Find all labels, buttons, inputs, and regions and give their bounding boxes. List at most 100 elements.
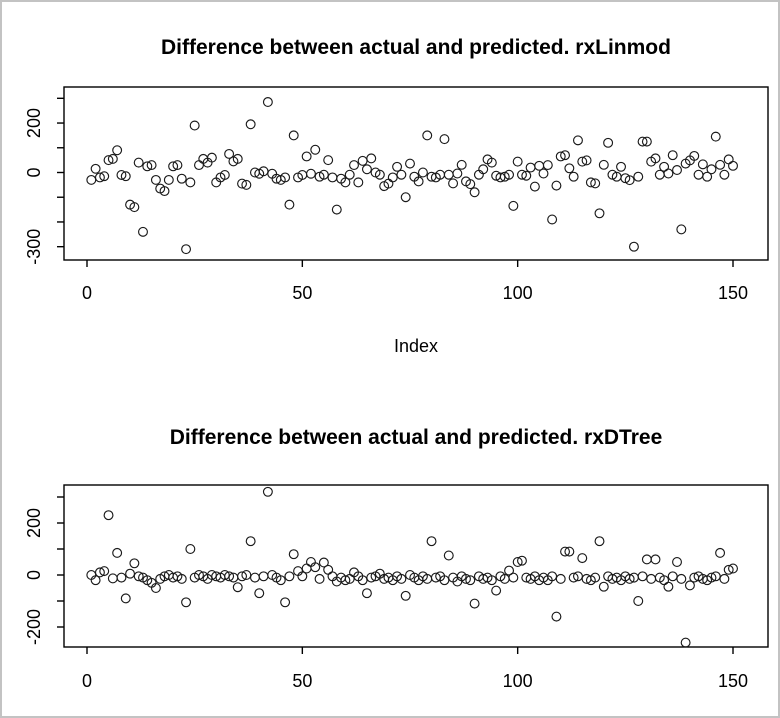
data-point xyxy=(232,153,243,164)
data-point xyxy=(456,159,467,170)
data-point xyxy=(637,571,648,582)
data-point xyxy=(305,168,316,179)
data-point xyxy=(697,159,708,170)
data-point xyxy=(297,571,308,582)
data-point xyxy=(99,171,110,182)
y-tick-label: 0 xyxy=(24,167,44,177)
data-point xyxy=(560,150,571,161)
data-point xyxy=(86,174,97,185)
data-point xyxy=(344,169,355,180)
data-point xyxy=(650,554,661,565)
data-point xyxy=(125,568,136,579)
data-point xyxy=(142,161,153,172)
data-point xyxy=(159,186,170,197)
data-point xyxy=(94,567,105,578)
data-point xyxy=(284,571,295,582)
data-point xyxy=(448,178,459,189)
data-point xyxy=(547,214,558,225)
data-point xyxy=(508,200,519,211)
data-point xyxy=(193,570,204,580)
data-point xyxy=(508,572,519,583)
data-point xyxy=(189,120,200,131)
plot-box xyxy=(63,484,769,648)
data-point xyxy=(469,598,480,609)
data-point xyxy=(405,158,415,169)
y-tick-label: 0 xyxy=(24,570,44,580)
data-point xyxy=(719,169,730,180)
y-tick-label: 200 xyxy=(24,508,44,538)
data-point xyxy=(710,131,721,142)
x-tick-label: 50 xyxy=(292,671,312,691)
x-tick-label: 0 xyxy=(82,671,92,691)
data-point xyxy=(150,583,161,593)
data-point xyxy=(568,171,579,182)
data-point xyxy=(443,169,454,180)
data-point xyxy=(112,145,123,156)
data-point xyxy=(663,581,674,592)
data-point xyxy=(728,160,738,171)
data-point xyxy=(120,171,131,182)
data-point xyxy=(262,486,273,497)
data-point xyxy=(133,571,144,582)
y-tick-label: -200 xyxy=(24,609,44,645)
data-point xyxy=(672,165,682,176)
data-point xyxy=(176,573,187,584)
data-point xyxy=(667,150,678,161)
data-point xyxy=(224,571,235,582)
data-point xyxy=(163,174,174,185)
data-point xyxy=(280,172,291,183)
data-point xyxy=(461,573,471,584)
data-point xyxy=(706,572,717,583)
data-point xyxy=(146,160,157,171)
data-point xyxy=(237,571,248,582)
data-point xyxy=(116,572,127,583)
data-point xyxy=(572,135,583,146)
data-point xyxy=(590,178,601,189)
data-point xyxy=(400,192,411,203)
data-point xyxy=(323,155,334,166)
data-point xyxy=(288,130,299,141)
data-point xyxy=(90,575,101,586)
data-point xyxy=(452,168,463,179)
data-point xyxy=(564,163,575,174)
data-point xyxy=(443,550,454,561)
data-point xyxy=(366,572,377,583)
data-point xyxy=(318,557,329,568)
data-point xyxy=(327,172,338,183)
data-point xyxy=(396,573,407,584)
data-point xyxy=(224,148,235,159)
data-point xyxy=(353,177,364,188)
data-point xyxy=(374,169,385,180)
data-point xyxy=(504,169,515,180)
data-point xyxy=(478,164,489,175)
data-point xyxy=(577,156,588,167)
data-point xyxy=(129,202,140,213)
data-point xyxy=(232,582,243,593)
data-point xyxy=(491,585,502,596)
data-point xyxy=(112,547,123,558)
x-tick-label: 50 xyxy=(292,283,312,303)
data-point xyxy=(603,137,614,148)
data-point xyxy=(560,546,571,557)
data-point xyxy=(301,151,312,162)
data-point xyxy=(181,244,192,255)
data-point xyxy=(90,163,101,174)
data-point xyxy=(706,164,717,175)
data-point xyxy=(594,208,605,219)
data-point xyxy=(366,153,377,164)
data-point xyxy=(241,179,252,190)
data-point xyxy=(676,573,687,584)
data-point xyxy=(667,571,678,582)
data-point xyxy=(624,573,635,584)
data-point xyxy=(676,224,687,235)
data-point xyxy=(517,169,527,180)
data-point xyxy=(495,172,506,183)
data-point xyxy=(529,181,540,192)
data-point xyxy=(650,153,661,164)
data-point xyxy=(723,564,734,575)
data-point xyxy=(120,593,131,604)
data-point xyxy=(538,168,549,179)
data-point xyxy=(512,156,523,167)
data-point xyxy=(310,144,321,155)
